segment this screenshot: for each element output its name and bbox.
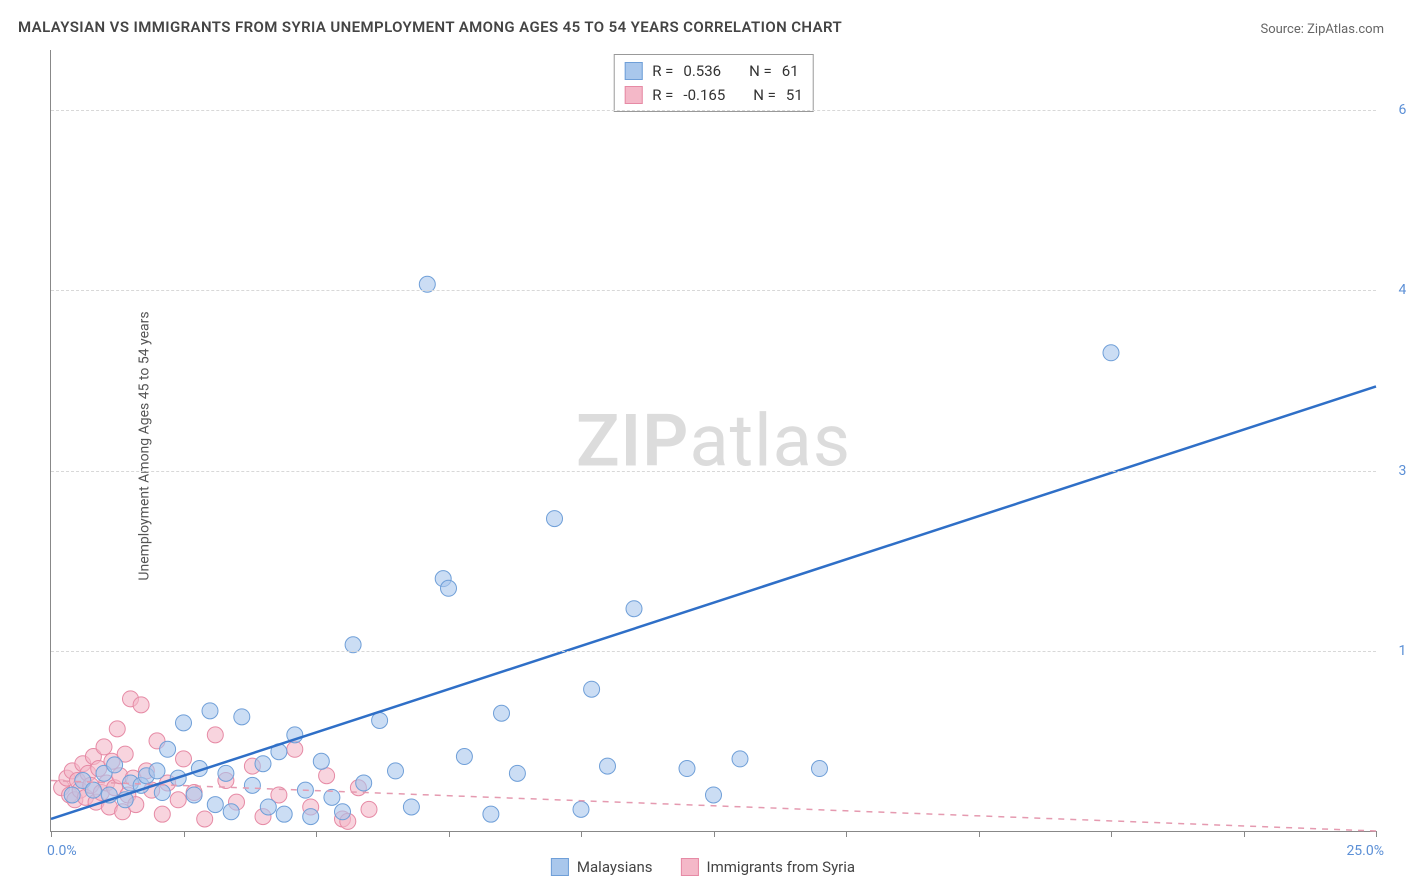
trend-line: [51, 386, 1376, 819]
plot-svg: [51, 50, 1376, 831]
plot-area: ZIPatlas R = 0.536 N = 61 R = -0.165 N =…: [50, 50, 1376, 832]
scatter-point: [626, 601, 642, 617]
gridline: [51, 290, 1376, 291]
scatter-point: [154, 806, 170, 822]
scatter-point: [109, 721, 125, 737]
legend-swatch-malaysians: [551, 858, 569, 876]
scatter-point: [107, 757, 123, 773]
scatter-point: [356, 775, 372, 791]
x-tick: [51, 831, 52, 837]
legend-bottom: Malaysians Immigrants from Syria: [551, 858, 855, 876]
scatter-point: [255, 756, 271, 772]
scatter-point: [509, 765, 525, 781]
scatter-point: [494, 705, 510, 721]
gridline: [51, 651, 1376, 652]
scatter-point: [812, 761, 828, 777]
y-tick-label: 60.0%: [1381, 102, 1406, 118]
gridline: [51, 110, 1376, 111]
scatter-point: [186, 787, 202, 803]
scatter-point: [547, 511, 563, 527]
scatter-point: [170, 792, 186, 808]
scatter-point: [176, 751, 192, 767]
legend-label: Malaysians: [577, 858, 653, 876]
x-tick: [581, 831, 582, 837]
x-tick: [1376, 831, 1377, 837]
scatter-point: [732, 751, 748, 767]
scatter-point: [197, 811, 213, 827]
x-tick: [316, 831, 317, 837]
scatter-point: [679, 761, 695, 777]
x-axis-origin-label: 0.0%: [47, 843, 77, 859]
x-tick: [1111, 831, 1112, 837]
scatter-point: [96, 739, 112, 755]
scatter-point: [388, 763, 404, 779]
x-tick: [1244, 831, 1245, 837]
source-attribution: Source: ZipAtlas.com: [1260, 22, 1384, 37]
legend-item-malaysians: Malaysians: [551, 858, 653, 876]
scatter-point: [207, 797, 223, 813]
scatter-point: [441, 580, 457, 596]
scatter-point: [456, 749, 472, 765]
scatter-point: [600, 758, 616, 774]
y-tick-label: 30.0%: [1381, 463, 1406, 479]
scatter-point: [313, 753, 329, 769]
legend-swatch-syria: [681, 858, 699, 876]
scatter-point: [706, 787, 722, 803]
scatter-point: [483, 806, 499, 822]
scatter-point: [223, 804, 239, 820]
x-tick: [184, 831, 185, 837]
scatter-point: [149, 763, 165, 779]
chart-container: MALAYSIAN VS IMMIGRANTS FROM SYRIA UNEMP…: [0, 0, 1406, 892]
x-tick: [714, 831, 715, 837]
x-axis-max-label: 25.0%: [1346, 843, 1384, 859]
legend-item-syria: Immigrants from Syria: [681, 858, 856, 876]
scatter-point: [64, 787, 80, 803]
scatter-point: [160, 741, 176, 757]
scatter-point: [260, 799, 276, 815]
scatter-point: [133, 697, 149, 713]
x-tick: [449, 831, 450, 837]
scatter-point: [303, 809, 319, 825]
scatter-point: [154, 785, 170, 801]
scatter-point: [319, 768, 335, 784]
y-tick-label: 45.0%: [1381, 282, 1406, 298]
scatter-point: [234, 709, 250, 725]
scatter-point: [335, 804, 351, 820]
scatter-point: [276, 806, 292, 822]
chart-title: MALAYSIAN VS IMMIGRANTS FROM SYRIA UNEMP…: [18, 18, 842, 36]
scatter-point: [1103, 345, 1119, 361]
scatter-point: [207, 727, 223, 743]
legend-label: Immigrants from Syria: [707, 858, 856, 876]
scatter-point: [403, 799, 419, 815]
x-tick: [846, 831, 847, 837]
scatter-point: [202, 703, 218, 719]
x-tick: [979, 831, 980, 837]
scatter-point: [176, 715, 192, 731]
scatter-point: [244, 777, 260, 793]
scatter-point: [85, 782, 101, 798]
scatter-point: [584, 681, 600, 697]
scatter-point: [218, 765, 234, 781]
scatter-point: [372, 712, 388, 728]
scatter-point: [361, 801, 377, 817]
scatter-point: [573, 801, 589, 817]
y-tick-label: 15.0%: [1381, 643, 1406, 659]
scatter-point: [287, 741, 303, 757]
gridline: [51, 471, 1376, 472]
